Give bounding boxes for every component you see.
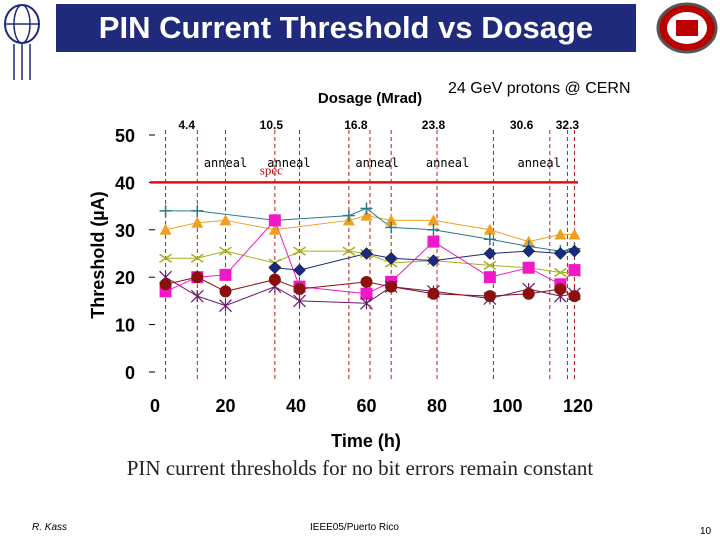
- page-number: 10: [700, 526, 712, 537]
- author-footer: R. Kass: [32, 522, 68, 533]
- dosage-label-0: 4.4: [178, 118, 195, 132]
- x-tick-label-3: 60: [356, 396, 376, 416]
- point-olive-x-9: [483, 260, 497, 270]
- point-orange-triangle-2: [219, 214, 232, 226]
- point-darkred-circle-10: [554, 283, 567, 296]
- point-orange-triangle-5: [360, 209, 373, 221]
- experiment-subtitle: 24 GeV protons @ CERN: [448, 80, 631, 97]
- anneal-label-3: anneal: [426, 156, 469, 170]
- point-teal-plus-4: [360, 202, 373, 215]
- point-orange-triangle-6: [385, 214, 398, 226]
- point-magenta-square-3: [268, 214, 281, 227]
- x-tick-label-4: 80: [427, 396, 447, 416]
- y-tick-label-2: 20: [115, 268, 135, 288]
- point-darkred-circle-3: [268, 273, 281, 286]
- point-darkred-circle-9: [522, 287, 535, 300]
- point-olive-x-2: [219, 246, 232, 256]
- point-darkred-circle-11: [568, 290, 581, 303]
- x-tick-label-1: 20: [215, 396, 235, 416]
- point-darkred-circle-0: [159, 278, 172, 291]
- point-navy-diamond-5: [483, 247, 497, 260]
- atlas-logo-icon: [4, 4, 40, 80]
- dosage-label-2: 16.8: [344, 118, 368, 132]
- point-magenta-square-9: [522, 261, 535, 274]
- dosage-label-5: 32.3: [556, 118, 580, 132]
- point-teal-plus-3: [342, 209, 355, 222]
- dosage-axis-label: Dosage (Mrad): [318, 90, 422, 107]
- point-orange-triangle-3: [268, 223, 281, 235]
- anneal-label-2: anneal: [355, 156, 398, 170]
- point-orange-triangle-1: [191, 216, 204, 228]
- point-navy-diamond-6: [522, 244, 536, 258]
- point-orange-triangle-8: [483, 223, 496, 235]
- point-magenta-square-8: [483, 271, 496, 284]
- point-navy-diamond-2: [360, 247, 373, 260]
- point-darkred-circle-8: [483, 290, 496, 303]
- point-magenta-square-7: [427, 235, 440, 248]
- slide-caption: PIN current thresholds for no bit errors…: [126, 456, 594, 480]
- dosage-label-1: 10.5: [260, 118, 284, 132]
- point-purple-star-5: [360, 296, 373, 310]
- slide-title: PIN Current Threshold vs Dosage: [56, 4, 636, 52]
- anneal-label-4: anneal: [518, 156, 561, 170]
- point-purple-star-4: [293, 294, 306, 308]
- point-orange-triangle-0: [159, 223, 172, 235]
- point-darkred-circle-6: [385, 280, 398, 293]
- x-tick-label-5: 100: [492, 396, 522, 416]
- point-olive-x-11: [553, 267, 567, 278]
- y-tick-label-3: 30: [115, 221, 135, 241]
- conference-footer: IEEE05/Puerto Rico: [310, 522, 399, 533]
- point-olive-x-1: [190, 253, 204, 263]
- point-olive-x-0: [159, 253, 172, 263]
- point-magenta-square-5: [360, 287, 373, 300]
- y-axis-label: Threshold (µA): [88, 191, 108, 318]
- y-tick-label-0: 0: [125, 363, 135, 383]
- point-teal-plus-5: [385, 221, 398, 234]
- point-navy-diamond-0: [268, 261, 282, 275]
- point-navy-diamond-4: [427, 254, 440, 267]
- x-axis-label: Time (h): [331, 431, 401, 451]
- point-navy-diamond-3: [384, 251, 398, 265]
- point-orange-triangle-11: [568, 228, 581, 240]
- point-darkred-circle-2: [219, 285, 232, 298]
- point-orange-triangle-7: [427, 214, 440, 226]
- point-magenta-square-11: [568, 264, 581, 277]
- point-teal-plus-7: [483, 233, 496, 246]
- point-magenta-square-2: [219, 268, 232, 281]
- dosage-label-4: 30.6: [510, 118, 534, 132]
- point-navy-diamond-8: [568, 244, 581, 258]
- ohio-state-logo-icon: [656, 2, 718, 54]
- y-tick-label-5: 50: [115, 126, 135, 146]
- point-navy-diamond-7: [554, 247, 567, 260]
- anneal-label-0: anneal: [204, 156, 247, 170]
- point-teal-plus-1: [191, 204, 204, 217]
- anneal-label-1: anneal: [267, 156, 310, 170]
- point-orange-triangle-10: [554, 228, 567, 240]
- point-darkred-circle-1: [191, 271, 204, 284]
- point-purple-star-1: [190, 289, 204, 303]
- point-teal-plus-0: [159, 204, 172, 217]
- x-tick-label-2: 40: [286, 396, 306, 416]
- dosage-label-3: 23.8: [422, 118, 446, 132]
- point-darkred-circle-4: [293, 283, 306, 296]
- point-olive-x-4: [293, 246, 306, 256]
- point-navy-diamond-1: [293, 263, 306, 277]
- spec-label: spec: [260, 162, 283, 177]
- point-darkred-circle-7: [427, 287, 440, 300]
- x-tick-label-0: 0: [150, 396, 160, 416]
- point-purple-star-2: [219, 299, 232, 313]
- y-tick-label-4: 40: [115, 173, 135, 193]
- series-line-purple-star: [165, 276, 575, 307]
- x-tick-label-6: 120: [563, 396, 593, 416]
- point-olive-x-5: [342, 246, 356, 256]
- y-tick-label-1: 10: [115, 316, 135, 336]
- point-darkred-circle-5: [360, 275, 373, 288]
- point-teal-plus-6: [427, 223, 440, 236]
